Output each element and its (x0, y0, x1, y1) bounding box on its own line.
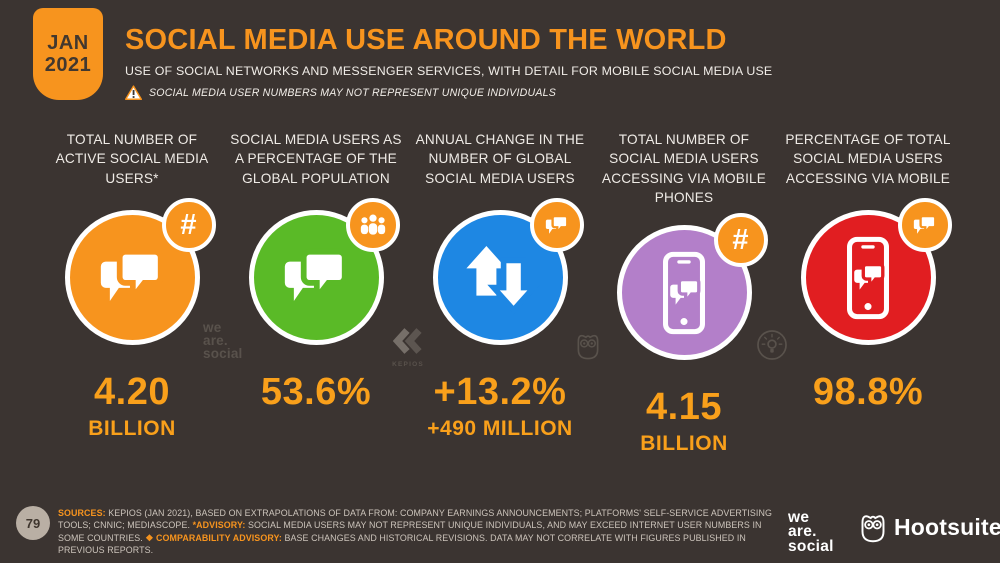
page-number-badge: 79 (16, 506, 50, 540)
stat-col-mobile-users: TOTAL NUMBER OF SOCIAL MEDIA USERS ACCES… (592, 130, 776, 456)
sources-text: KEPIOS (JAN 2021), BASED ON EXTRAPOLATIO… (58, 508, 772, 531)
stat-col-annual-change: ANNUAL CHANGE IN THE NUMBER OF GLOBAL SO… (408, 130, 592, 456)
stat-icon-circle (248, 198, 400, 345)
date-month: JAN (47, 31, 89, 54)
stat-icon-circle (432, 198, 584, 345)
stat-value-unit: +490 MILLION (427, 417, 573, 440)
stat-label: ANNUAL CHANGE IN THE NUMBER OF GLOBAL SO… (415, 132, 585, 186)
stat-value: 98.8% (812, 371, 924, 413)
stat-col-percent-population: SOCIAL MEDIA USERS AS A PERCENTAGE OF TH… (224, 130, 408, 456)
hootsuite-owl-icon (858, 509, 888, 545)
wm-was-line: we (203, 320, 222, 335)
page-title: SOCIAL MEDIA USE AROUND THE WORLD (125, 24, 727, 56)
sources-note: SOURCES: KEPIOS (JAN 2021), BASED ON EXT… (58, 507, 786, 556)
hootsuite-logo: Hootsuite® (858, 509, 1000, 545)
page-number: 79 (25, 515, 41, 531)
hash-symbol: # (180, 208, 197, 241)
people-badge-icon (345, 198, 400, 252)
warning-row: SOCIAL MEDIA USER NUMBERS MAY NOT REPRES… (125, 85, 865, 100)
stat-icon-circle (800, 198, 952, 345)
stat-value-unit (228, 417, 404, 441)
date-badge: JAN 2021 (33, 8, 103, 100)
hash-badge-icon: # (161, 198, 216, 252)
stats-row: TOTAL NUMBER OF ACTIVE SOCIAL MEDIA USER… (40, 130, 960, 456)
stat-label: TOTAL NUMBER OF ACTIVE SOCIAL MEDIA USER… (55, 132, 209, 186)
diamond-icon: ❖ (145, 532, 154, 543)
stat-label: SOCIAL MEDIA USERS AS A PERCENTAGE OF TH… (230, 132, 402, 186)
date-year: 2021 (44, 54, 92, 76)
hash-badge-icon: # (713, 213, 768, 268)
kepios-logo-watermark: KEPIOS (391, 328, 425, 368)
owl-watermark-icon (574, 329, 602, 367)
advisory-text: SOCIAL MEDIA USERS MAY NOT REPRESENT UNI… (58, 520, 762, 543)
stat-value-unit (780, 417, 956, 441)
stat-icon-circle: # (64, 198, 216, 345)
hootsuite-wordmark: Hootsuite® (894, 513, 1000, 540)
sources-label: SOURCES: (58, 508, 106, 518)
stat-value-unit: BILLION (640, 432, 728, 456)
page-subtitle: USE OF SOCIAL NETWORKS AND MESSENGER SER… (125, 64, 773, 78)
stat-value: 4.20 (94, 371, 170, 413)
was-logo-line: we (788, 509, 810, 526)
chat-badge-icon (529, 198, 584, 252)
kepios-mark-icon (392, 328, 422, 354)
stat-col-percent-mobile: PERCENTAGE OF TOTAL SOCIAL MEDIA USERS A… (776, 130, 960, 456)
lightbulb-watermark-icon (755, 328, 789, 367)
stat-label: PERCENTAGE OF TOTAL SOCIAL MEDIA USERS A… (785, 132, 951, 186)
was-logo-line: are. (788, 523, 817, 541)
stat-value: 53.6% (260, 371, 372, 413)
stat-value: +13.2% (433, 371, 567, 413)
comparability-label: COMPARABILITY ADVISORY: (153, 532, 282, 543)
stat-value: 4.15 (646, 386, 722, 429)
advisory-label: *ADVISORY: (192, 520, 246, 531)
chat-bubbles-icon (248, 210, 384, 345)
warning-text: SOCIAL MEDIA USER NUMBERS MAY NOT REPRES… (149, 86, 556, 99)
wm-was-line: are. (203, 332, 228, 348)
stat-value-unit: BILLION (88, 417, 176, 440)
comparability-text: BASE CHANGES AND HISTORICAL REVISIONS. D… (58, 532, 746, 555)
mobile-phone-icon (800, 210, 936, 345)
stat-label: TOTAL NUMBER OF SOCIAL MEDIA USERS ACCES… (601, 132, 767, 205)
warning-triangle-icon (125, 85, 142, 100)
we-are-social-watermark: we are. social (203, 320, 243, 361)
stat-col-active-users: TOTAL NUMBER OF ACTIVE SOCIAL MEDIA USER… (40, 130, 224, 456)
was-logo-line: social (788, 537, 834, 555)
kepios-label: KEPIOS (392, 361, 424, 368)
we-are-social-logo: we are. social (788, 509, 834, 555)
title-block: SOCIAL MEDIA USE AROUND THE WORLD USE OF… (125, 24, 865, 100)
hash-symbol: # (732, 223, 749, 256)
stat-icon-circle: # (616, 213, 768, 361)
wm-was-line: social (203, 345, 243, 361)
chat-badge-icon (897, 198, 952, 252)
